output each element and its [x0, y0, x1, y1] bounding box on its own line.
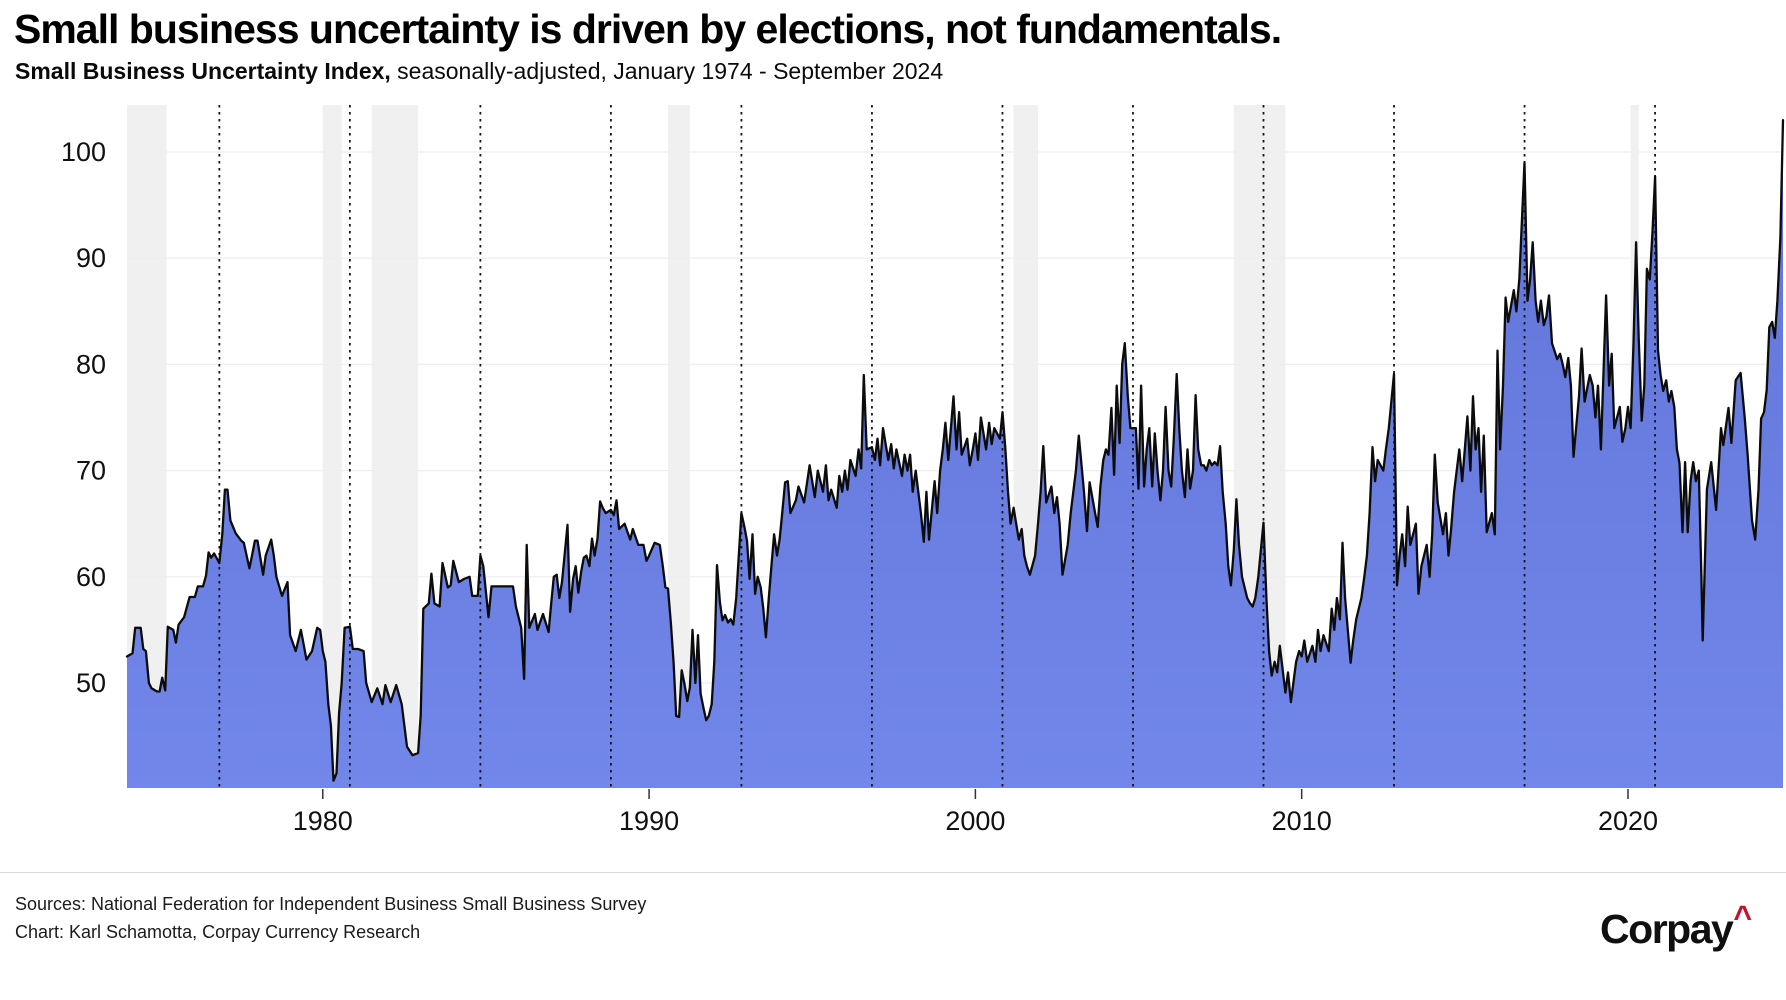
page-title: Small business uncertainty is driven by …: [14, 6, 1282, 52]
recession-band: [668, 105, 690, 788]
x-axis-label: 2000: [945, 806, 1005, 836]
uncertainty-area-chart: 1980 1990 2000 2010 2020 50 60 70 80 90 100: [61, 105, 1785, 836]
corpay-wordmark: Corpay: [1600, 906, 1734, 952]
x-axis-label: 1990: [619, 806, 679, 836]
subtitle-detail: seasonally-adjusted, January 1974 - Sept…: [390, 58, 944, 84]
sources-line: Sources: National Federation for Indepen…: [15, 894, 647, 914]
y-axis-label: 60: [76, 562, 106, 592]
y-axis-label: 90: [76, 243, 106, 273]
recession-band: [371, 105, 419, 788]
x-axis-label: 2020: [1598, 806, 1658, 836]
y-axis-label: 80: [76, 349, 106, 379]
footer-divider: [0, 872, 1786, 873]
corpay-logo: Corpay^: [1600, 899, 1752, 953]
uncertainty-index-line: [125, 118, 1785, 782]
y-axis-label: 70: [76, 456, 106, 486]
x-axis-label: 2010: [1272, 806, 1332, 836]
y-axis-label: 100: [61, 137, 106, 167]
y-axis-label: 50: [76, 668, 106, 698]
x-axis-label: 1980: [293, 806, 353, 836]
subtitle-index-name: Small Business Uncertainty Index,: [15, 58, 391, 84]
recession-band: [322, 105, 342, 788]
chart-subtitle: Small Business Uncertainty Index, season…: [15, 58, 943, 85]
chart-credit-line: Chart: Karl Schamotta, Corpay Currency R…: [15, 922, 421, 942]
footer-credits: Sources: National Federation for Indepen…: [15, 890, 646, 946]
corpay-caret-icon: ^: [1733, 899, 1752, 935]
